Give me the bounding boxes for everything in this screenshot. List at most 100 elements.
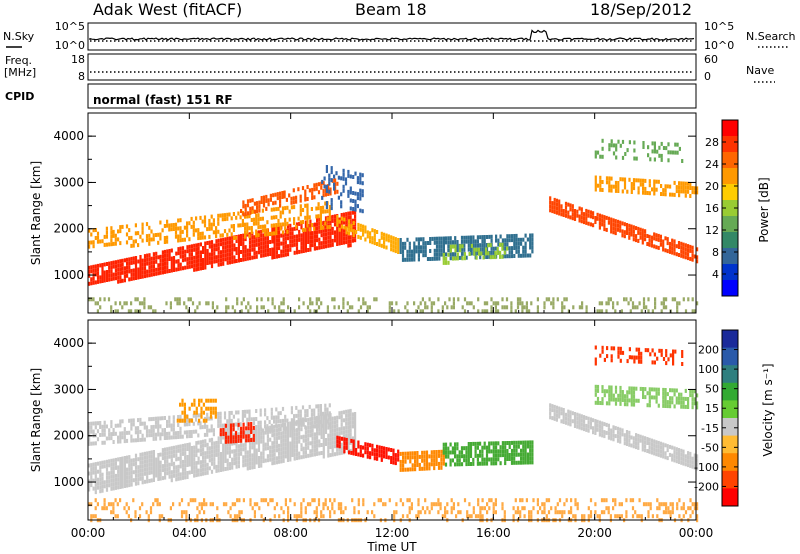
data-cell [114,268,117,273]
data-cell [503,305,506,310]
data-cell [166,471,169,476]
data-cell [598,514,601,519]
data-cell [327,192,330,196]
data-cell [101,480,104,485]
data-cell [576,502,579,507]
data-cell [640,359,643,364]
data-cell [558,414,561,419]
data-cell [357,510,360,515]
data-cell [671,453,674,458]
data-cell [476,441,479,446]
data-cell [616,426,620,431]
data-cell [257,242,261,247]
data-cell [677,253,681,257]
data-cell [524,253,527,258]
data-cell [637,445,640,450]
data-cell [152,233,155,238]
data-cell [128,236,131,241]
data-cell [195,406,198,411]
data-cell [682,246,685,251]
data-cell [550,506,553,511]
data-cell [181,254,185,259]
data-cell [635,355,638,360]
data-cell [454,442,457,447]
data-cell [558,498,562,503]
data-cell [278,459,281,464]
data-cell [175,445,178,450]
data-cell [179,234,182,239]
data-cell [479,506,482,511]
data-cell [278,254,281,259]
data-cell [184,451,187,456]
data-cell [250,218,253,222]
data-cell [657,391,660,396]
data-cell [275,242,278,247]
data-cell [329,429,332,434]
data-cell [279,226,282,231]
data-cell [99,477,102,482]
data-cell [240,426,243,431]
data-cell [250,226,253,230]
data-cell [485,243,489,247]
data-cell [614,426,617,431]
data-cell [186,443,189,447]
data-cell [351,420,354,425]
data-cell [164,249,167,254]
data-cell [123,258,126,263]
data-cell [257,217,260,222]
data-cell [338,415,341,420]
data-cell [92,240,95,245]
data-cell [657,233,660,238]
data-cell [117,485,120,490]
data-cell [288,193,291,198]
data-cell [433,256,436,261]
data-cell [497,309,500,314]
data-cell [161,254,164,259]
data-cell [215,230,218,235]
data-cell [184,447,187,452]
data-cell [186,257,189,262]
data-cell [244,458,247,463]
data-cell [383,450,386,455]
data-cell [130,474,133,479]
data-cell [490,449,493,454]
data-cell [696,462,699,467]
data-cell [354,214,357,219]
data-cell [639,178,642,183]
data-cell [326,419,329,424]
data-cell [159,266,162,271]
data-cell [299,413,302,418]
data-cell [355,452,358,456]
data-cell [333,424,337,429]
data-cell [356,180,359,185]
data-cell [177,251,180,256]
data-cell [327,184,330,188]
data-cell [401,502,405,507]
data-cell [166,269,169,274]
data-cell [610,143,613,148]
data-cell [693,401,696,406]
data-cell [324,209,327,214]
data-cell [423,462,426,467]
data-cell [264,412,267,417]
data-cell [219,464,223,468]
data-cell [275,440,278,445]
data-cell [186,471,189,475]
data-cell [249,210,252,215]
data-cell [691,253,694,258]
data-cell [517,452,520,457]
y-tick-label: 1000 [53,268,84,282]
data-cell [619,427,622,432]
data-cell [608,401,611,406]
data-cell [469,442,473,446]
data-cell [438,252,441,257]
data-cell [628,235,631,240]
data-cell [430,305,433,310]
data-cell [260,297,263,302]
data-cell [479,247,482,252]
data-cell [186,229,189,234]
data-cell [197,236,200,241]
data-cell [633,156,636,161]
data-cell [678,185,681,190]
data-cell [648,445,651,450]
